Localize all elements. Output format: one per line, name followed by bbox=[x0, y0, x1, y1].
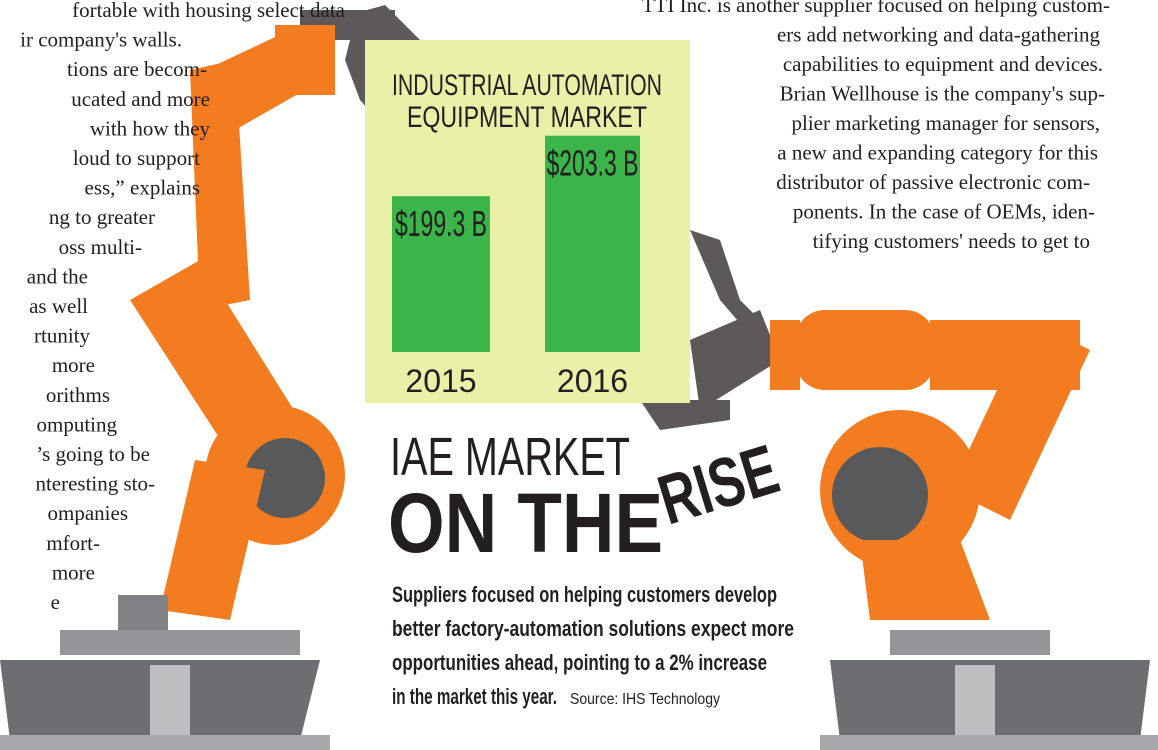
article-line: ’s going to be bbox=[36, 442, 150, 466]
headline-accent: RISE bbox=[650, 430, 788, 540]
article-line: oss multi- bbox=[59, 235, 142, 259]
article-line: ir company's walls. bbox=[20, 28, 182, 52]
article-line: rtunity bbox=[34, 324, 90, 348]
category-label: 2015 bbox=[405, 363, 476, 399]
article-line: orithms bbox=[46, 383, 110, 407]
headline: ON THE bbox=[388, 476, 663, 570]
caption-line: in the market this year. bbox=[392, 684, 557, 709]
caption-line: Suppliers focused on helping customers d… bbox=[392, 582, 777, 607]
page: INDUSTRIAL AUTOMATIONEQUIPMENT MARKET $19… bbox=[0, 0, 1158, 750]
article-line: as well bbox=[29, 294, 88, 318]
article-line: ompanies bbox=[48, 501, 128, 525]
source: Source: IHS Technology bbox=[570, 691, 720, 708]
value-label: $203.3 B bbox=[547, 143, 639, 184]
article-line: plier marketing manager for sensors, bbox=[792, 111, 1100, 135]
value-label: $199.3 B bbox=[395, 203, 487, 244]
article-line: Brian Wellhouse is the company's sup- bbox=[780, 82, 1105, 106]
article-line: ponents. In the case of OEMs, iden- bbox=[793, 200, 1095, 224]
article-line: mfort- bbox=[46, 531, 100, 555]
caption-line: better factory-automation solutions expe… bbox=[392, 616, 794, 641]
article-line: more bbox=[52, 353, 95, 377]
article-line: ers add networking and data-gathering bbox=[777, 23, 1101, 47]
category-label: 2016 bbox=[557, 363, 628, 399]
article-line: ng to greater bbox=[49, 205, 155, 229]
article-line: ucated and more bbox=[71, 87, 210, 111]
article-line: ess,” explains bbox=[85, 176, 200, 200]
article-line: TTI Inc. is another supplier focused on … bbox=[642, 0, 1110, 17]
chart-title: EQUIPMENT MARKET bbox=[407, 101, 647, 134]
article-line: distributor of passive electronic com- bbox=[776, 170, 1090, 194]
article-line: fortable with housing select data bbox=[72, 0, 346, 22]
article-line: tions are becom- bbox=[67, 57, 207, 81]
article-line: loud to support bbox=[73, 146, 200, 170]
caption-line: opportunities ahead, pointing to a 2% in… bbox=[392, 650, 767, 675]
article-line: a new and expanding category for this bbox=[777, 141, 1098, 165]
article-line: and the bbox=[27, 264, 88, 288]
article-line: with how they bbox=[90, 116, 211, 140]
article-line: capabilities to equipment and devices. bbox=[783, 52, 1103, 76]
article-line: tifying customers' needs to get to bbox=[813, 229, 1090, 253]
article-line: omputing bbox=[36, 412, 117, 436]
chart-title: INDUSTRIAL AUTOMATION bbox=[392, 69, 662, 102]
article-line: nteresting sto- bbox=[35, 472, 155, 496]
article-line: e bbox=[51, 590, 60, 614]
article-line: more bbox=[52, 560, 95, 584]
